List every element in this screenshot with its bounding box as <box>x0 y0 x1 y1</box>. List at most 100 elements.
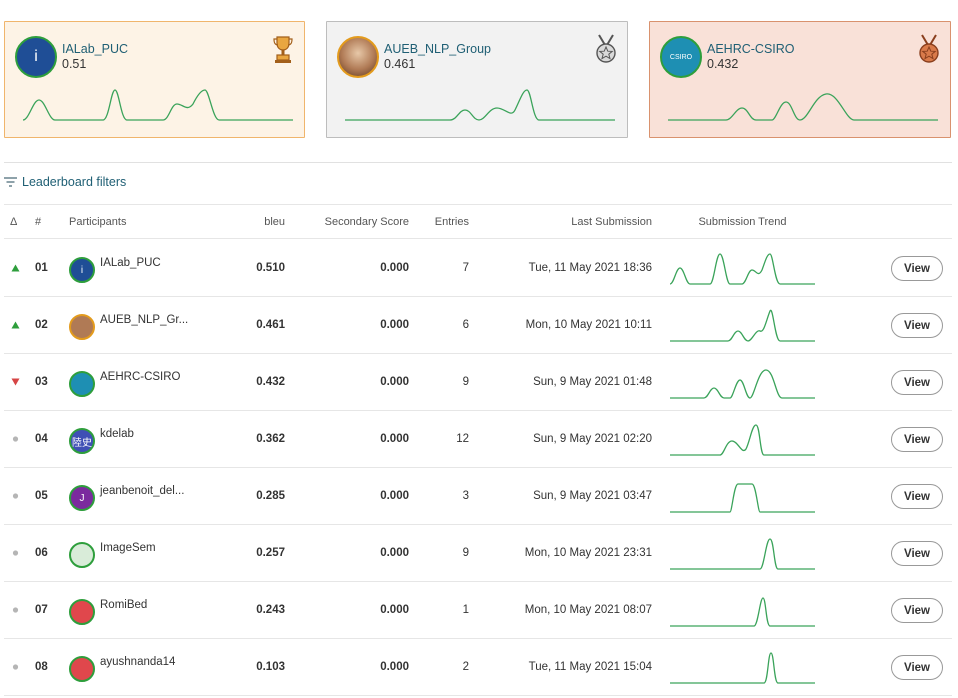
bleu-score: 0.103 <box>256 661 285 673</box>
view-button[interactable]: View <box>891 256 943 281</box>
rank-number: 03 <box>35 376 48 388</box>
rank-number: 02 <box>35 319 48 331</box>
table-row[interactable]: 04 陸史 kdelab 0.362 0.000 12 Sun, 9 May 2021 02… <box>4 411 952 468</box>
last-submission: Tue, 11 May 2021 15:04 <box>528 661 652 673</box>
entries-count: 9 <box>462 376 469 388</box>
podium-card-second[interactable]: AUEB_NLP_Group 0.461 <box>326 21 628 138</box>
bleu-score: 0.243 <box>256 604 285 616</box>
bleu-score: 0.461 <box>256 319 285 331</box>
last-submission: Sun, 9 May 2021 03:47 <box>533 490 652 502</box>
table-header: Δ # Participants bleu Secondary Score En… <box>4 204 952 239</box>
bleu-score: 0.432 <box>256 376 285 388</box>
silver-medal-icon <box>596 34 616 63</box>
rank-unchanged-icon <box>12 493 19 499</box>
bleu-score: 0.257 <box>256 547 285 559</box>
submission-trend-sparkline <box>670 253 815 285</box>
avatar <box>69 371 95 397</box>
entries-count: 9 <box>462 547 469 559</box>
last-submission: Mon, 10 May 2021 23:31 <box>524 547 652 559</box>
last-submission: Sun, 9 May 2021 02:20 <box>533 433 652 445</box>
header-secondary-score[interactable]: Secondary Score <box>324 216 409 228</box>
entries-count: 3 <box>462 490 469 502</box>
table-row[interactable]: 08 ayushnanda14 0.103 0.000 2 Tue, 11 May 202… <box>4 639 952 696</box>
participant-name[interactable]: ayushnanda14 <box>100 656 176 668</box>
podium-card-third[interactable]: CSIRO AEHRC-CSIRO 0.432 <box>649 21 951 138</box>
secondary-score: 0.000 <box>380 319 409 331</box>
submission-trend-sparkline <box>670 309 815 342</box>
table-row[interactable]: 06 ImageSem 0.257 0.000 9 Mon, 10 May 2021 23… <box>4 525 952 582</box>
participant-name[interactable]: ImageSem <box>100 542 156 554</box>
header-submission-trend: Submission Trend <box>698 216 787 228</box>
podium-name[interactable]: AEHRC-CSIRO <box>707 42 795 56</box>
rank-number: 08 <box>35 661 48 673</box>
submission-trend-sparkline <box>670 652 815 684</box>
view-button[interactable]: View <box>891 655 943 680</box>
header-delta: Δ <box>10 216 18 228</box>
secondary-score: 0.000 <box>380 661 409 673</box>
participant-name[interactable]: jeanbenoit_del... <box>100 485 185 497</box>
secondary-score: 0.000 <box>380 604 409 616</box>
participant-name[interactable]: AUEB_NLP_Gr... <box>100 314 189 326</box>
secondary-score: 0.000 <box>380 547 409 559</box>
submission-trend-sparkline <box>670 538 815 570</box>
bronze-medal-icon <box>919 34 939 63</box>
participant-name[interactable]: kdelab <box>100 428 134 440</box>
secondary-score: 0.000 <box>380 433 409 445</box>
filters-label[interactable]: Leaderboard filters <box>22 175 127 189</box>
submission-trend-chart <box>668 93 938 121</box>
view-button[interactable]: View <box>891 427 943 452</box>
submission-trend-chart <box>23 89 293 121</box>
rank-up-icon <box>11 264 20 272</box>
podium-card-first[interactable]: i IALab_PUC 0.51 <box>4 21 305 138</box>
participant-name[interactable]: IALab_PUC <box>100 257 161 269</box>
rank-unchanged-icon <box>12 550 19 556</box>
submission-trend-sparkline <box>670 483 815 513</box>
avatar <box>69 314 95 340</box>
participant-name[interactable]: AEHRC-CSIRO <box>100 371 181 383</box>
avatar: i <box>69 257 95 283</box>
last-submission: Mon, 10 May 2021 08:07 <box>524 604 652 616</box>
podium-name[interactable]: IALab_PUC <box>62 42 129 56</box>
table-row[interactable]: 03 AEHRC-CSIRO 0.432 0.000 9 Sun, 9 May 2021 … <box>4 354 952 411</box>
avatar <box>69 542 95 568</box>
entries-count: 6 <box>462 319 469 331</box>
submission-trend-sparkline <box>670 597 815 627</box>
rank-number: 01 <box>35 262 48 274</box>
view-button[interactable]: View <box>891 541 943 566</box>
header-entries[interactable]: Entries <box>434 216 469 228</box>
secondary-score: 0.000 <box>380 262 409 274</box>
avatar: J <box>69 485 95 511</box>
podium-score: 0.51 <box>62 57 87 71</box>
header-participants: Participants <box>69 216 127 228</box>
secondary-score: 0.000 <box>380 490 409 502</box>
header-last-submission[interactable]: Last Submission <box>571 216 652 228</box>
avatar <box>69 656 95 682</box>
view-button[interactable]: View <box>891 484 943 509</box>
entries-count: 2 <box>462 661 469 673</box>
rank-unchanged-icon <box>12 436 19 442</box>
last-submission: Mon, 10 May 2021 10:11 <box>525 319 652 331</box>
leaderboard-filters-toggle[interactable]: Leaderboard filters <box>4 175 126 189</box>
table-row[interactable]: 02 AUEB_NLP_Gr... 0.461 0.000 6 Mon, 10 May 2… <box>4 297 952 354</box>
table-row[interactable]: 01 i IALab_PUC 0.510 0.000 7 Tue, 11 May 2021 … <box>4 240 952 297</box>
header-rank: # <box>35 216 42 228</box>
rank-up-icon <box>11 321 20 329</box>
view-button[interactable]: View <box>891 598 943 623</box>
header-bleu[interactable]: bleu <box>264 216 285 228</box>
podium-name[interactable]: AUEB_NLP_Group <box>384 42 492 56</box>
rank-unchanged-icon <box>12 664 19 670</box>
avatar: i <box>15 36 57 78</box>
entries-count: 7 <box>462 262 469 274</box>
rank-number: 04 <box>35 433 48 445</box>
view-button[interactable]: View <box>891 370 943 395</box>
rank-number: 05 <box>35 490 48 502</box>
submission-trend-sparkline <box>670 424 815 456</box>
entries-count: 1 <box>462 604 469 616</box>
avatar <box>69 599 95 625</box>
table-row[interactable]: 07 RomiBed 0.243 0.000 1 Mon, 10 May 2021 08:… <box>4 582 952 639</box>
participant-name[interactable]: RomiBed <box>100 599 148 611</box>
rank-number: 07 <box>35 604 48 616</box>
rank-unchanged-icon <box>12 607 19 613</box>
view-button[interactable]: View <box>891 313 943 338</box>
